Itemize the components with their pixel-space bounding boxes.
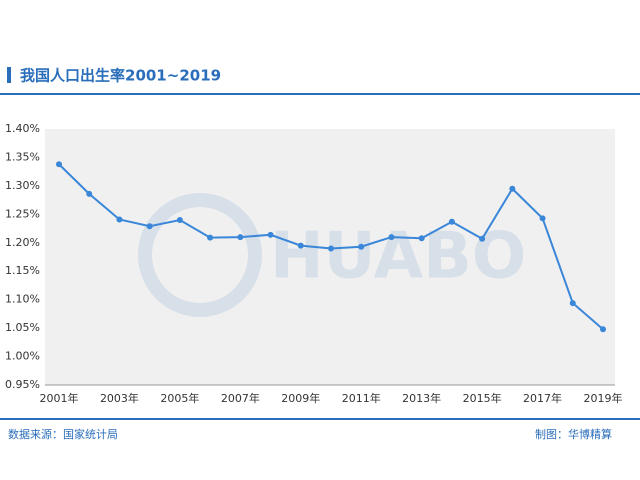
point [267, 231, 274, 238]
point [479, 235, 486, 242]
watermark: HUABO [270, 220, 526, 294]
y-tick-label: 1.40% [5, 122, 40, 135]
y-tick-label: 1.20% [5, 236, 40, 249]
x-tick-label: 2009年 [281, 391, 320, 405]
plot-area [45, 129, 615, 385]
x-tick-label: 2019年 [584, 391, 623, 405]
y-tick-label: 1.15% [5, 264, 40, 277]
point [56, 161, 62, 168]
x-tick-label: 2005年 [160, 391, 199, 405]
x-tick-label: 2017年 [523, 391, 562, 405]
source: 数据来源：国家统计局 [8, 427, 118, 441]
x-tick-label: 2007年 [221, 391, 260, 405]
y-tick-label: 1.00% [5, 350, 40, 363]
point [237, 234, 244, 241]
y-tick-label: 1.35% [5, 150, 40, 163]
y-tick-label: 1.30% [5, 179, 40, 192]
point [146, 223, 153, 230]
x-tick-label: 2015年 [463, 391, 502, 405]
x-tick-label: 2011年 [342, 391, 381, 405]
point [448, 218, 455, 225]
chart-title: 我国人口出生率2001~2019 [20, 67, 221, 85]
point [539, 215, 546, 222]
point [176, 217, 183, 224]
x-tick-label: 2013年 [402, 391, 441, 405]
x-tick-label: 2001年 [40, 391, 79, 405]
watermark-logo [138, 193, 262, 317]
title-marker [7, 67, 11, 83]
point [116, 216, 123, 223]
point [509, 185, 516, 192]
credit: 制图：华博精算 [535, 427, 612, 441]
point [569, 300, 576, 307]
point [207, 234, 214, 241]
point [418, 235, 425, 242]
point [297, 242, 304, 249]
point [358, 243, 365, 250]
y-tick-label: 1.25% [5, 207, 40, 220]
point [600, 326, 606, 333]
point [86, 190, 93, 197]
point [328, 245, 334, 252]
point [388, 234, 395, 241]
x-tick-label: 2003年 [100, 391, 139, 405]
y-tick-label: 0.95% [5, 378, 40, 391]
y-tick-label: 1.10% [5, 293, 40, 306]
y-tick-label: 1.05% [5, 321, 40, 334]
